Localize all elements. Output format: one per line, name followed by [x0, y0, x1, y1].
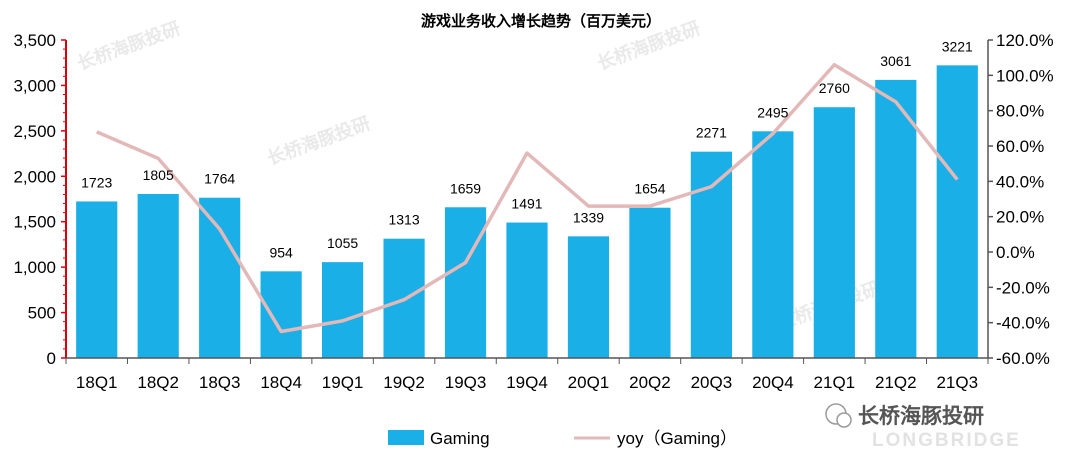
- right-axis-tick-label: -60.0%: [996, 349, 1050, 368]
- bar-data-label: 1654: [634, 181, 665, 197]
- bar: [260, 271, 302, 358]
- bar: [936, 65, 978, 358]
- left-axis: 0 500 1,000 1,500 2,000 2,500 3,000 3,500: [13, 31, 67, 368]
- right-axis: -60.0% -40.0% -20.0% 0.0% 20.0% 40.0% 60.0% 80.…: [987, 31, 1054, 368]
- right-axis-tick-label: 40.0%: [996, 172, 1044, 191]
- bar-data-label: 1764: [204, 171, 235, 187]
- x-axis: 18Q1 18Q2 18Q3 18Q4 19Q1 19Q2 19Q3 19Q4 20Q1 20Q2…: [65, 357, 989, 392]
- bar: [506, 222, 548, 358]
- bar-data-label: 3221: [942, 38, 973, 54]
- x-axis-tick-label: 21Q3: [936, 373, 978, 392]
- left-axis-tick-label: 2,000: [13, 167, 56, 186]
- line-series: [96, 62, 959, 334]
- bar-data-label: 3061: [880, 53, 911, 69]
- right-axis-tick-label: 20.0%: [996, 208, 1044, 227]
- bar: [690, 151, 732, 358]
- bar-data-labels: 1723 1805 1764 954 1055 1313 1659 1491 1339 1654 2…: [81, 38, 973, 260]
- right-axis-tick-label: 120.0%: [996, 31, 1054, 50]
- bar-data-label: 2495: [757, 104, 788, 120]
- right-axis-tick-label: -20.0%: [996, 278, 1050, 297]
- brand-cn: 长桥海豚投研: [858, 404, 984, 428]
- bar-data-label: 1491: [511, 196, 542, 212]
- legend-label-gaming: Gaming: [430, 429, 490, 448]
- right-axis-tick-label: 0.0%: [996, 243, 1035, 262]
- x-axis-tick-label: 19Q3: [445, 373, 487, 392]
- left-axis-tick-label: 2,500: [13, 122, 56, 141]
- bar-data-label: 954: [269, 244, 293, 260]
- bar: [875, 79, 917, 358]
- x-axis-tick-label: 19Q2: [383, 373, 425, 392]
- x-axis-tick-label: 20Q1: [568, 373, 610, 392]
- bar-data-label: 2271: [696, 125, 727, 141]
- x-axis-tick-label: 21Q2: [875, 373, 917, 392]
- left-axis-tick-label: 3,500: [13, 31, 56, 50]
- watermark-text: 长桥海豚投研: [74, 17, 183, 75]
- bar: [322, 262, 364, 358]
- chart-title: 游戏业务收入增长趋势（百万美元）: [421, 12, 661, 30]
- bar-data-label: 2760: [819, 80, 850, 96]
- bar: [444, 207, 487, 358]
- bar-data-label: 1723: [81, 174, 112, 190]
- left-axis-tick-label: 500: [28, 304, 56, 323]
- x-axis-tick-label: 19Q1: [322, 373, 364, 392]
- left-axis-tick-label: 1,000: [13, 258, 56, 277]
- bar: [752, 131, 794, 358]
- legend-swatch-gaming: [388, 430, 424, 445]
- bar: [76, 201, 118, 358]
- right-axis-tick-label: 60.0%: [996, 137, 1044, 156]
- x-axis-tick-label: 18Q4: [260, 373, 302, 392]
- bar: [137, 194, 179, 358]
- left-axis-tick-label: 1,500: [13, 213, 56, 232]
- x-axis-tick-label: 21Q1: [814, 373, 856, 392]
- bar: [567, 236, 610, 358]
- x-axis-tick-label: 20Q2: [629, 373, 671, 392]
- brand-en: LONGBRIDGE: [872, 430, 1021, 451]
- wechat-icon-small: [836, 412, 852, 428]
- right-axis-tick-label: -40.0%: [996, 314, 1050, 333]
- watermark-text: 长桥海豚投研: [264, 112, 373, 170]
- bar-data-label: 1055: [327, 235, 358, 251]
- bar-data-label: 1805: [143, 167, 174, 183]
- left-axis-tick-label: 3,000: [13, 76, 56, 95]
- brand-watermark: 长桥海豚投研 LONGBRIDGE: [825, 403, 1021, 451]
- x-axis-tick-label: 18Q2: [137, 373, 179, 392]
- bar: [813, 107, 855, 358]
- bar-data-label: 1313: [388, 212, 419, 228]
- bar-data-label: 1339: [573, 209, 604, 225]
- right-axis-tick-label: 80.0%: [996, 102, 1044, 121]
- x-axis-tick-label: 18Q3: [199, 373, 241, 392]
- left-axis-tick-label: 0: [47, 349, 56, 368]
- x-axis-tick-label: 18Q1: [76, 373, 118, 392]
- legend: Gaming yoy（Gaming）: [388, 429, 737, 448]
- x-axis-tick-label: 20Q4: [752, 373, 794, 392]
- bar: [199, 197, 241, 358]
- bar-data-label: 1659: [450, 180, 481, 196]
- bar: [629, 207, 671, 358]
- x-axis-tick-label: 19Q4: [506, 373, 548, 392]
- x-axis-tick-label: 20Q3: [691, 373, 733, 392]
- legend-label-yoy: yoy（Gaming）: [617, 429, 737, 448]
- bar-series: [76, 65, 978, 358]
- right-axis-tick-label: 100.0%: [996, 66, 1054, 85]
